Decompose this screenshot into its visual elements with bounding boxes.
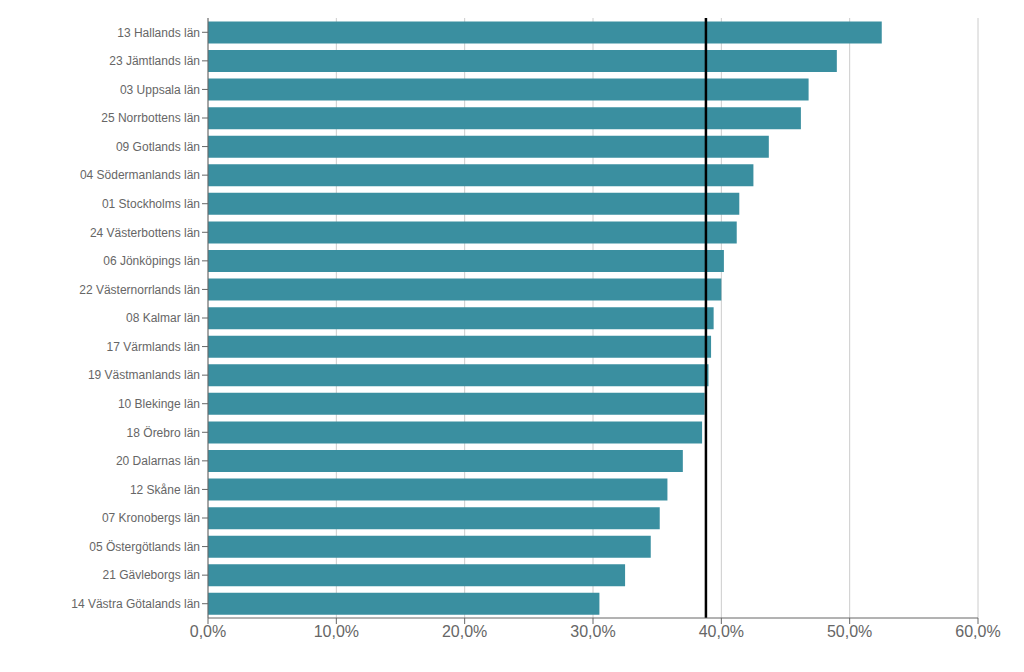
svg-text:06 Jönköpings län: 06 Jönköpings län	[103, 254, 200, 268]
svg-text:14 Västra Götalands län: 14 Västra Götalands län	[71, 597, 200, 611]
svg-text:05 Östergötlands län: 05 Östergötlands län	[89, 540, 200, 554]
svg-text:21 Gävleborgs län: 21 Gävleborgs län	[103, 568, 200, 582]
svg-text:30,0%: 30,0%	[570, 623, 615, 640]
svg-text:20 Dalarnas län: 20 Dalarnas län	[116, 454, 200, 468]
svg-text:50,0%: 50,0%	[827, 623, 872, 640]
svg-text:60,0%: 60,0%	[955, 623, 1000, 640]
svg-text:0,0%: 0,0%	[190, 623, 226, 640]
svg-text:17 Värmlands län: 17 Värmlands län	[107, 340, 200, 354]
svg-text:24 Västerbottens län: 24 Västerbottens län	[90, 226, 200, 240]
svg-text:23 Jämtlands län: 23 Jämtlands län	[109, 54, 200, 68]
svg-text:13 Hallands län: 13 Hallands län	[117, 26, 200, 40]
svg-text:03 Uppsala län: 03 Uppsala län	[120, 83, 200, 97]
svg-text:20,0%: 20,0%	[442, 623, 487, 640]
svg-text:12 Skåne län: 12 Skåne län	[130, 483, 200, 497]
svg-text:01 Stockholms län: 01 Stockholms län	[102, 197, 200, 211]
svg-text:09 Gotlands län: 09 Gotlands län	[116, 140, 200, 154]
svg-text:22 Västernorrlands län: 22 Västernorrlands län	[79, 283, 200, 297]
svg-text:07 Kronobergs län: 07 Kronobergs län	[102, 511, 200, 525]
svg-text:18 Örebro län: 18 Örebro län	[127, 426, 200, 440]
svg-text:25 Norrbottens län: 25 Norrbottens län	[101, 111, 200, 125]
svg-text:10,0%: 10,0%	[314, 623, 359, 640]
svg-text:08 Kalmar län: 08 Kalmar län	[126, 311, 200, 325]
svg-text:40,0%: 40,0%	[699, 623, 744, 640]
svg-text:04 Södermanlands län: 04 Södermanlands län	[80, 168, 200, 182]
svg-text:19 Västmanlands län: 19 Västmanlands län	[88, 368, 200, 382]
svg-text:10 Blekinge län: 10 Blekinge län	[118, 397, 200, 411]
